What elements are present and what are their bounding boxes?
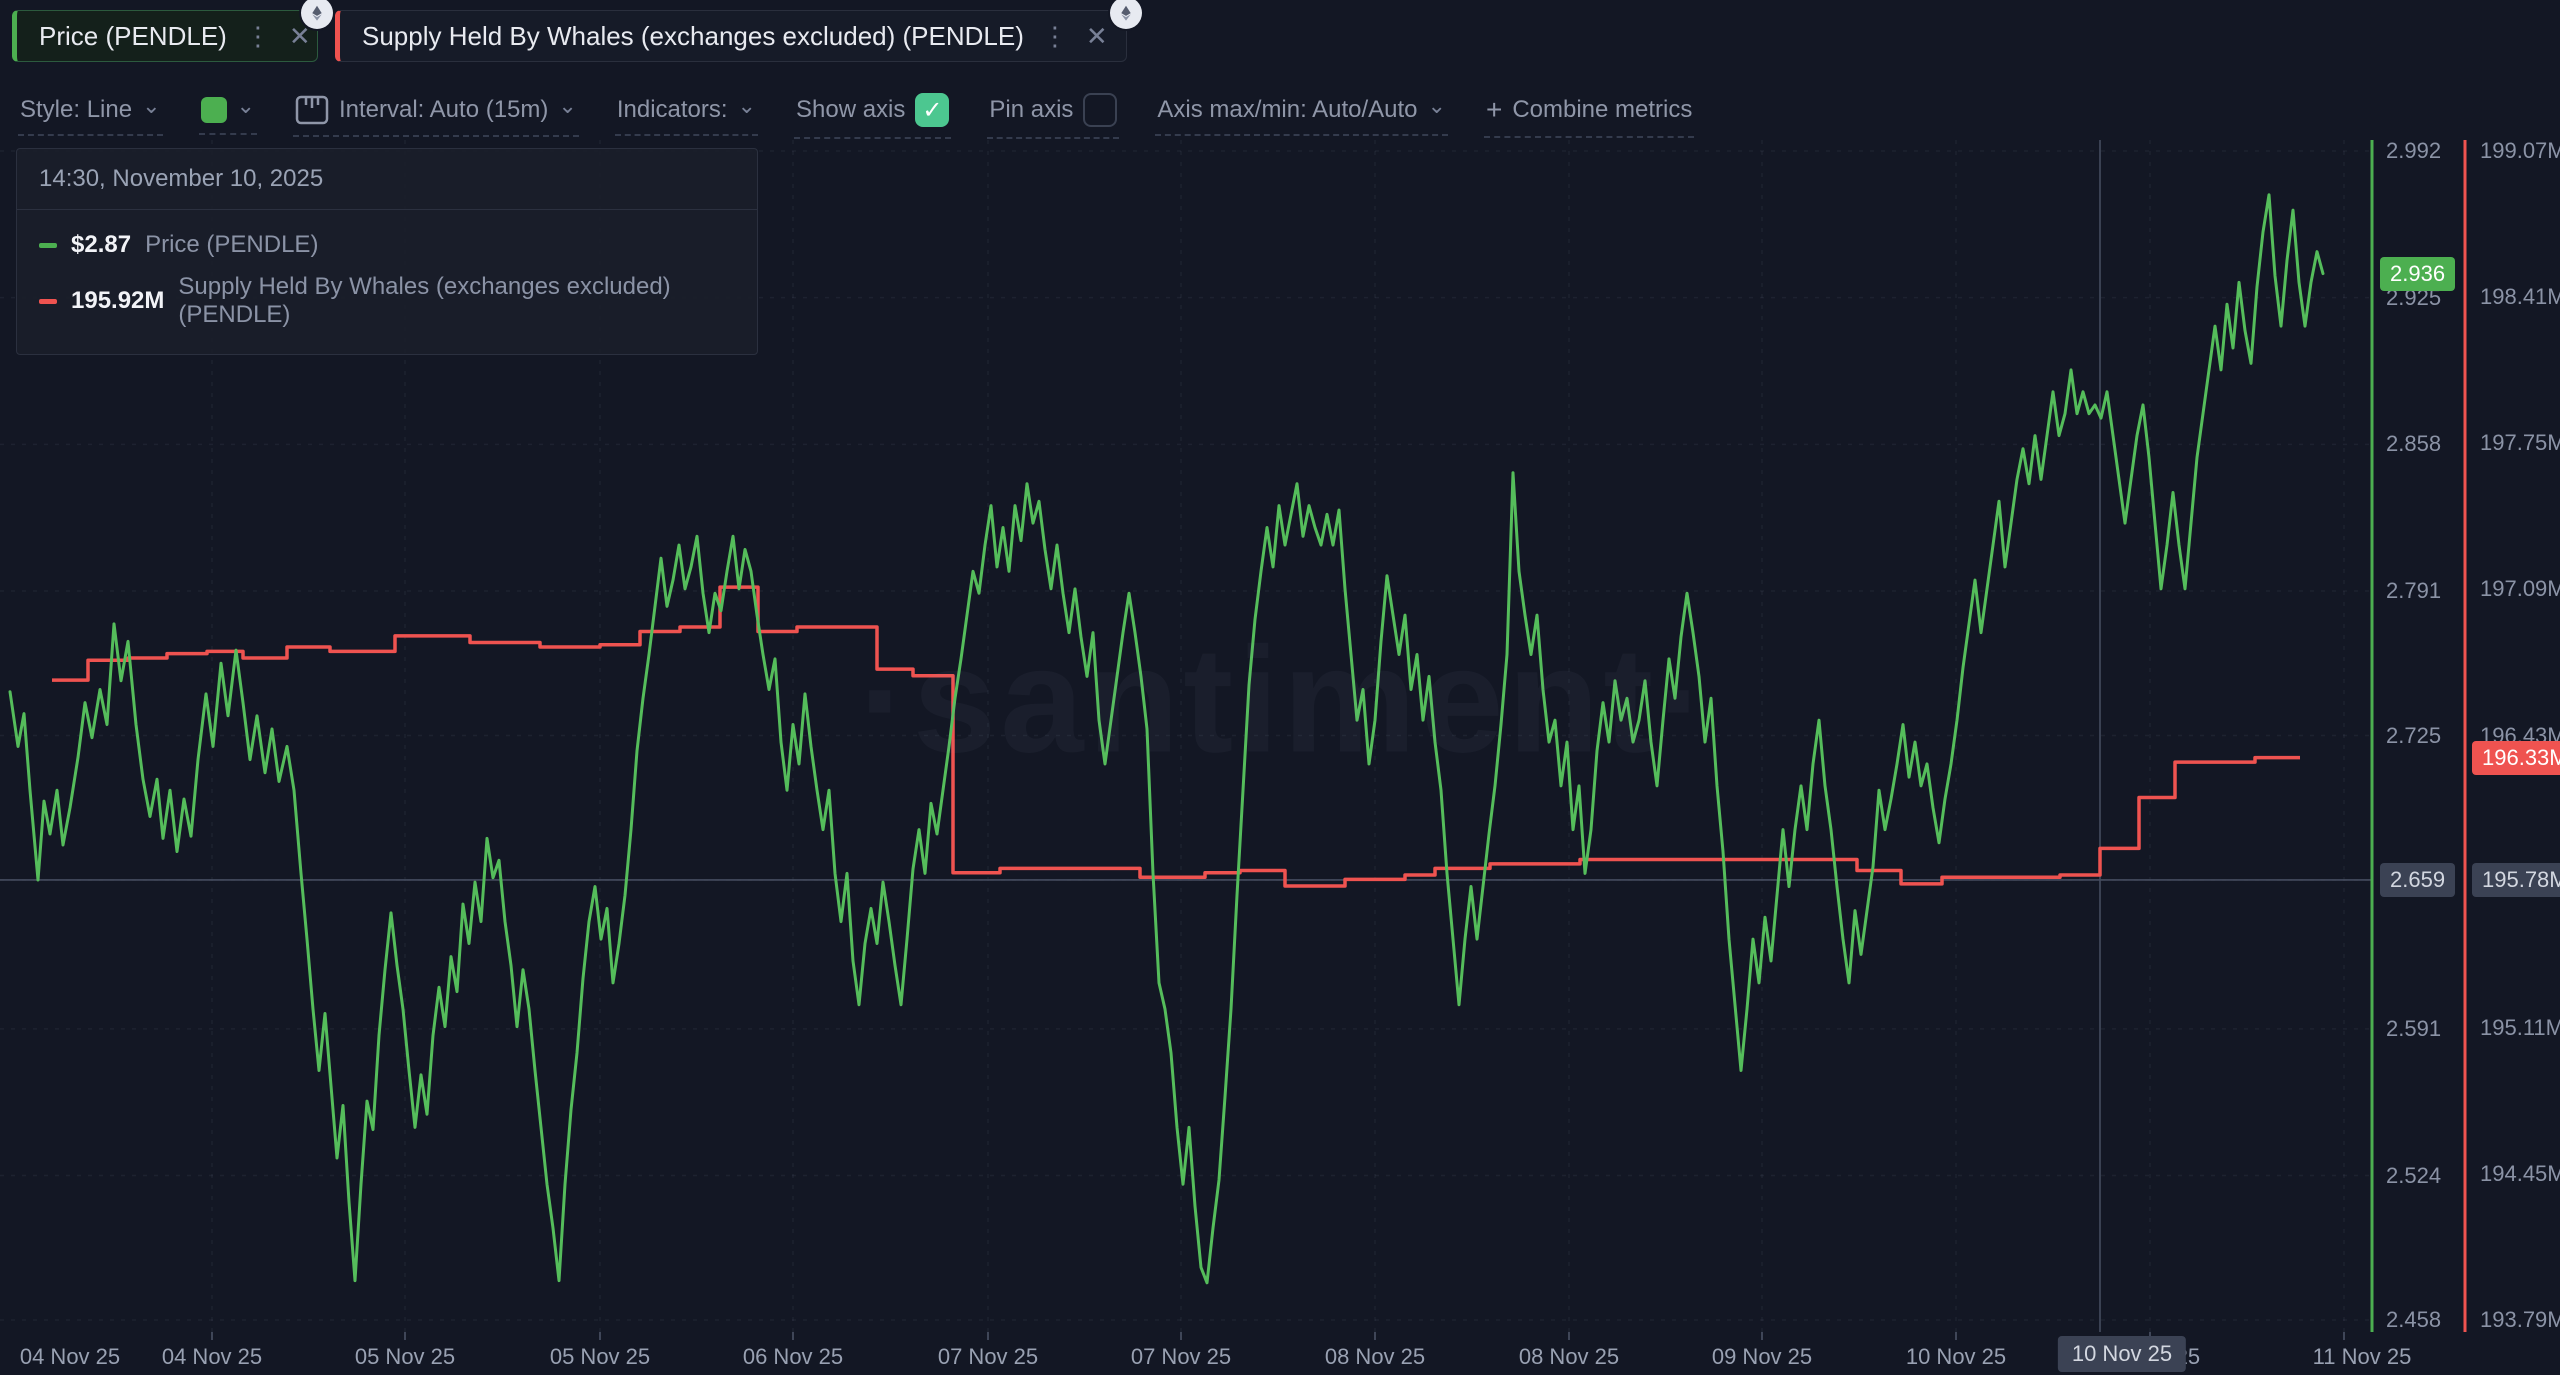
tab-close-icon[interactable]: ✕ xyxy=(288,20,311,51)
interval-label: Interval: Auto (15m) xyxy=(338,96,549,123)
time-axis-label: 09 Nov 25 xyxy=(1711,1344,1813,1369)
price-tick-label: 2.524 xyxy=(2386,1162,2442,1188)
combine-metrics-button[interactable]: + Combine metrics xyxy=(1483,90,1695,138)
style-selector[interactable]: Style: Line ⌄ xyxy=(18,92,163,136)
supply-crosshair-badge: 195.78M xyxy=(2472,862,2560,897)
time-axis-label: 11 Nov 25 xyxy=(2312,1344,2412,1369)
price-tick-label: 2.725 xyxy=(2386,722,2442,748)
time-axis-label: 07 Nov 25 xyxy=(1130,1344,1232,1369)
tooltip-supply-label: Supply Held By Whales (exchanges exclude… xyxy=(178,273,671,328)
supply-tick-label: 197.75M xyxy=(2480,430,2560,456)
tooltip-price-value: $2.87 xyxy=(71,231,132,258)
metric-tab-bar: Price (PENDLE) ⋮ ✕ Supply Held By Whales… xyxy=(0,0,2560,70)
show-axis-toggle[interactable]: Show axis ✓ xyxy=(793,89,952,139)
tooltip-price-label: Price (PENDLE) xyxy=(145,231,319,258)
price-crosshair-badge: 2.659 xyxy=(2380,862,2456,897)
axis-maxmin-label: Axis max/min: Auto/Auto xyxy=(1157,96,1418,123)
chart-toolbar: Style: Line ⌄ ⌄ Interval: Auto (15m) ⌄ I… xyxy=(18,89,1730,139)
style-label: Style: Line xyxy=(20,96,133,123)
supply-tick-label: 195.11M xyxy=(2480,1014,2560,1040)
time-axis-label: 04 Nov 25 xyxy=(19,1344,121,1369)
tab-options-icon[interactable]: ⋮ xyxy=(1041,20,1068,51)
tooltip-supply-value: 195.92M xyxy=(71,287,165,314)
pin-axis-toggle[interactable]: Pin axis xyxy=(987,89,1120,139)
tab-close-icon[interactable]: ✕ xyxy=(1085,20,1108,51)
pin-axis-checkbox[interactable] xyxy=(1083,93,1118,127)
price-tick-label: 2.458 xyxy=(2386,1307,2442,1332)
time-axis-label: 06 Nov 25 xyxy=(742,1344,844,1369)
time-axis-label: 08 Nov 25 xyxy=(1324,1344,1426,1369)
price-tick-label: 2.791 xyxy=(2386,578,2442,604)
time-axis-label: 05 Nov 25 xyxy=(354,1344,456,1369)
tab-options-icon[interactable]: ⋮ xyxy=(244,20,271,51)
time-axis-label: 08 Nov 25 xyxy=(1518,1344,1620,1369)
supply-tick-label: 193.79M xyxy=(2480,1307,2560,1332)
tooltip-row-price: $2.87 Price (PENDLE) xyxy=(39,224,735,266)
color-swatch xyxy=(200,97,227,123)
plus-icon: + xyxy=(1485,94,1503,125)
tab-label: Price (PENDLE) xyxy=(39,20,227,51)
time-axis-label: 04 Nov 25 xyxy=(161,1344,263,1369)
ethereum-icon xyxy=(301,0,333,29)
supply-tick-label: 197.09M xyxy=(2480,576,2560,602)
pin-axis-label: Pin axis xyxy=(989,96,1074,123)
indicators-selector[interactable]: Indicators: ⌄ xyxy=(614,92,758,136)
interval-selector[interactable]: Interval: Auto (15m) ⌄ xyxy=(292,91,579,137)
ethereum-icon xyxy=(1110,0,1142,29)
interval-ruler-icon xyxy=(295,95,329,125)
tab-price-pendle[interactable]: Price (PENDLE) ⋮ ✕ xyxy=(12,0,333,62)
supply-tick-label: 199.07M xyxy=(2480,138,2560,163)
show-axis-checkbox[interactable]: ✓ xyxy=(915,93,950,127)
tab-supply-held-by-whales[interactable]: Supply Held By Whales (exchanges exclude… xyxy=(335,0,1142,62)
price-tick-label: 2.591 xyxy=(2386,1015,2442,1041)
tab-label: Supply Held By Whales (exchanges exclude… xyxy=(362,20,1024,51)
time-axis-label: 05 Nov 25 xyxy=(549,1344,651,1369)
tooltip-timestamp: 14:30, November 10, 2025 xyxy=(17,149,757,210)
show-axis-label: Show axis xyxy=(795,96,906,123)
price-current-value-badge: 2.936 xyxy=(2380,256,2456,291)
time-axis-label: 07 Nov 25 xyxy=(937,1344,1039,1369)
indicators-label: Indicators: xyxy=(616,96,728,123)
price-tick-label: 2.858 xyxy=(2386,431,2442,457)
supply-tick-label: 198.41M xyxy=(2480,284,2560,310)
price-tick-label: 2.992 xyxy=(2386,138,2442,163)
supply-current-value-badge: 196.33M xyxy=(2472,740,2560,775)
date-crosshair-badge: 10 Nov 25 xyxy=(2057,1336,2187,1372)
tooltip-row-supply: 195.92M Supply Held By Whales (exchanges… xyxy=(39,266,735,336)
supply-tick-label: 194.45M xyxy=(2480,1160,2560,1186)
time-axis-label: 10 Nov 25 xyxy=(1905,1344,2007,1369)
axis-maxmin-selector[interactable]: Axis max/min: Auto/Auto ⌄ xyxy=(1155,92,1448,136)
supply-series-dash-icon xyxy=(39,298,57,304)
price-series-dash-icon xyxy=(39,242,57,248)
combine-metrics-label: Combine metrics xyxy=(1512,96,1693,123)
series-color-picker[interactable]: ⌄ xyxy=(198,93,257,135)
chart-tooltip: 14:30, November 10, 2025 $2.87 Price (PE… xyxy=(16,148,758,355)
